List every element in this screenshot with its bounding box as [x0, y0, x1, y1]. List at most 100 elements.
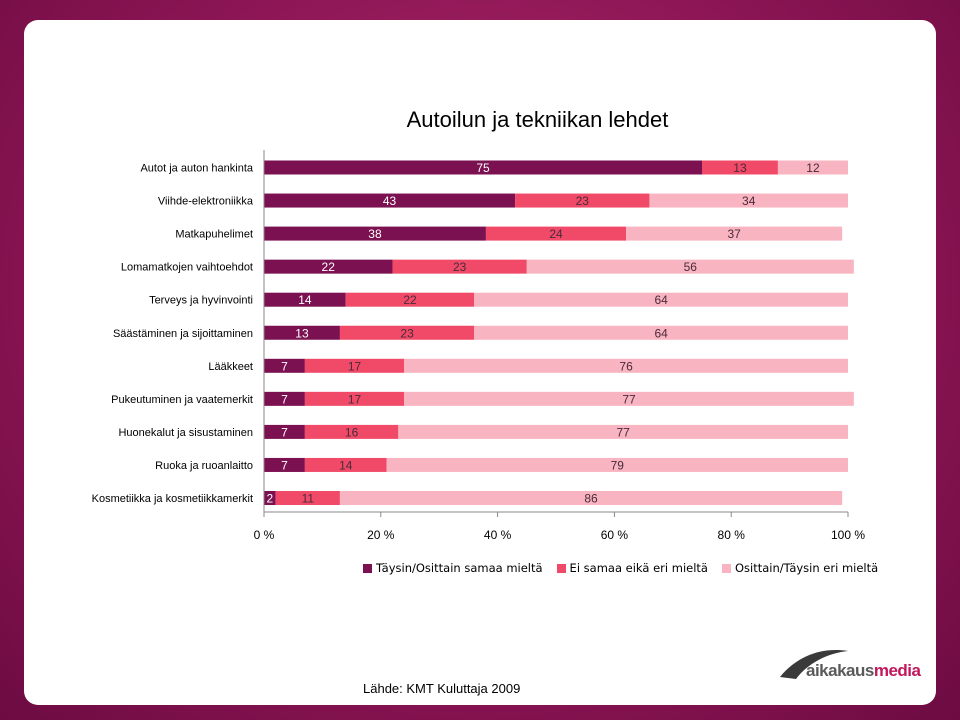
- bar-segment: [474, 292, 848, 307]
- category-label: Pukeutuminen ja vaatemerkit: [111, 394, 253, 406]
- category-label: Autot ja auton hankinta: [140, 163, 253, 175]
- data-label: 13: [295, 326, 309, 340]
- x-tick-label: 80 %: [718, 528, 746, 542]
- category-label: Terveys ja hyvinvointi: [149, 295, 253, 307]
- data-label: 77: [622, 392, 636, 406]
- data-label: 7: [281, 392, 288, 406]
- data-label: 43: [383, 194, 397, 208]
- bar-segment: [264, 358, 305, 373]
- bar-segment: [392, 259, 527, 274]
- data-label: 14: [339, 458, 353, 472]
- bar-segment: [404, 391, 854, 406]
- legend-label-neutral: Ei samaa eikä eri mieltä: [569, 561, 708, 575]
- data-label: 13: [733, 161, 747, 175]
- data-label: 16: [345, 425, 359, 439]
- data-label: 23: [400, 326, 414, 340]
- bar-segment: [345, 292, 475, 307]
- data-label: 77: [616, 425, 630, 439]
- data-label: 75: [476, 161, 490, 175]
- category-label: Matkapuhelimet: [175, 229, 253, 241]
- bar-segment: [304, 424, 399, 439]
- data-label: 64: [654, 293, 668, 307]
- data-label: 7: [281, 359, 288, 373]
- bar-segment: [304, 358, 405, 373]
- data-label: 23: [576, 194, 590, 208]
- data-label: 56: [684, 260, 698, 274]
- bar-segment: [777, 160, 848, 175]
- aikakausmedia-logo: aikakausmedia: [778, 645, 921, 685]
- legend-label-disagree: Osittain/Täysin eri mieltä: [734, 561, 879, 575]
- chart-title: Autoilun ja tekniikan lehdet: [406, 107, 669, 132]
- bar-segment: [404, 358, 848, 373]
- data-label: 23: [453, 260, 467, 274]
- data-label: 17: [348, 392, 362, 406]
- bar-segment: [398, 424, 848, 439]
- legend-item-neutral: Ei samaa eikä eri mieltä: [556, 561, 708, 575]
- bar-segment: [304, 391, 405, 406]
- bar-segment: [264, 457, 305, 472]
- data-label: 64: [654, 326, 668, 340]
- legend-swatch-agree: [363, 563, 372, 573]
- bar-segment: [515, 193, 650, 208]
- data-label: 86: [584, 492, 598, 506]
- data-label: 22: [322, 260, 336, 274]
- bar-segment: [275, 491, 340, 505]
- legend-label-agree: Täysin/Osittain samaa mieltä: [376, 561, 543, 575]
- data-label: 7: [281, 458, 288, 472]
- legend: Täysin/Osittain samaa mieltä Ei samaa ei…: [363, 561, 878, 575]
- data-label: 2: [266, 492, 273, 506]
- x-tick-label: 40 %: [484, 528, 512, 542]
- bar-segment: [339, 325, 475, 340]
- data-label: 17: [348, 359, 362, 373]
- bar-segment: [526, 259, 854, 274]
- bar-segment: [485, 226, 627, 241]
- category-label: Lomamatkojen vaihtoehdot: [121, 262, 253, 274]
- logo-swoosh-icon: [780, 650, 848, 679]
- source-note: Lähde: KMT Kuluttaja 2009: [363, 681, 521, 696]
- legend-swatch-disagree: [721, 563, 731, 573]
- bar-segment: [264, 259, 393, 274]
- bar-segment: [264, 391, 305, 406]
- category-label: Viihde-elektroniikka: [158, 196, 254, 208]
- logo-text: aikakausmedia: [806, 661, 921, 681]
- bar-segment: [264, 226, 486, 241]
- logo-text-part2: media: [873, 661, 921, 680]
- logo-text-part1: aikakaus: [806, 661, 874, 680]
- x-tick-label: 20 %: [367, 528, 395, 542]
- data-label: 34: [742, 194, 756, 208]
- data-label: 24: [549, 227, 563, 241]
- category-label: Kosmetiikka ja kosmetiikkamerkit: [92, 493, 253, 505]
- bar-segment: [626, 226, 843, 241]
- bar-segment: [264, 160, 702, 175]
- legend-swatch-neutral: [556, 563, 566, 573]
- bar-segment: [304, 457, 387, 472]
- category-label: Lääkkeet: [208, 361, 253, 373]
- bar-segment: [386, 457, 848, 472]
- data-label: 76: [619, 359, 633, 373]
- data-label: 12: [806, 161, 820, 175]
- bar-segment: [264, 325, 340, 340]
- category-label: Ruoka ja ruoanlaitto: [155, 460, 253, 472]
- data-label: 37: [727, 227, 741, 241]
- bar-segment: [264, 491, 276, 505]
- category-label: Huonekalut ja sisustaminen: [118, 427, 253, 439]
- data-label: 14: [298, 293, 312, 307]
- bar-segment: [264, 292, 346, 307]
- data-label: 79: [611, 458, 625, 472]
- bar-segment: [649, 193, 848, 208]
- legend-item-disagree: Osittain/Täysin eri mieltä: [721, 561, 879, 575]
- x-tick-label: 100 %: [831, 528, 865, 542]
- data-label: 38: [368, 227, 382, 241]
- x-tick-label: 60 %: [601, 528, 629, 542]
- bar-segment: [264, 424, 305, 439]
- data-label: 22: [403, 293, 417, 307]
- bar-segment: [339, 491, 843, 505]
- data-label: 7: [281, 425, 288, 439]
- x-tick-label: 0 %: [254, 528, 275, 542]
- category-label: Säästäminen ja sijoittaminen: [113, 328, 253, 340]
- bar-segment: [474, 325, 848, 340]
- legend-item-agree: Täysin/Osittain samaa mieltä: [363, 561, 543, 575]
- bar-segment: [702, 160, 778, 175]
- data-label: 11: [302, 492, 315, 506]
